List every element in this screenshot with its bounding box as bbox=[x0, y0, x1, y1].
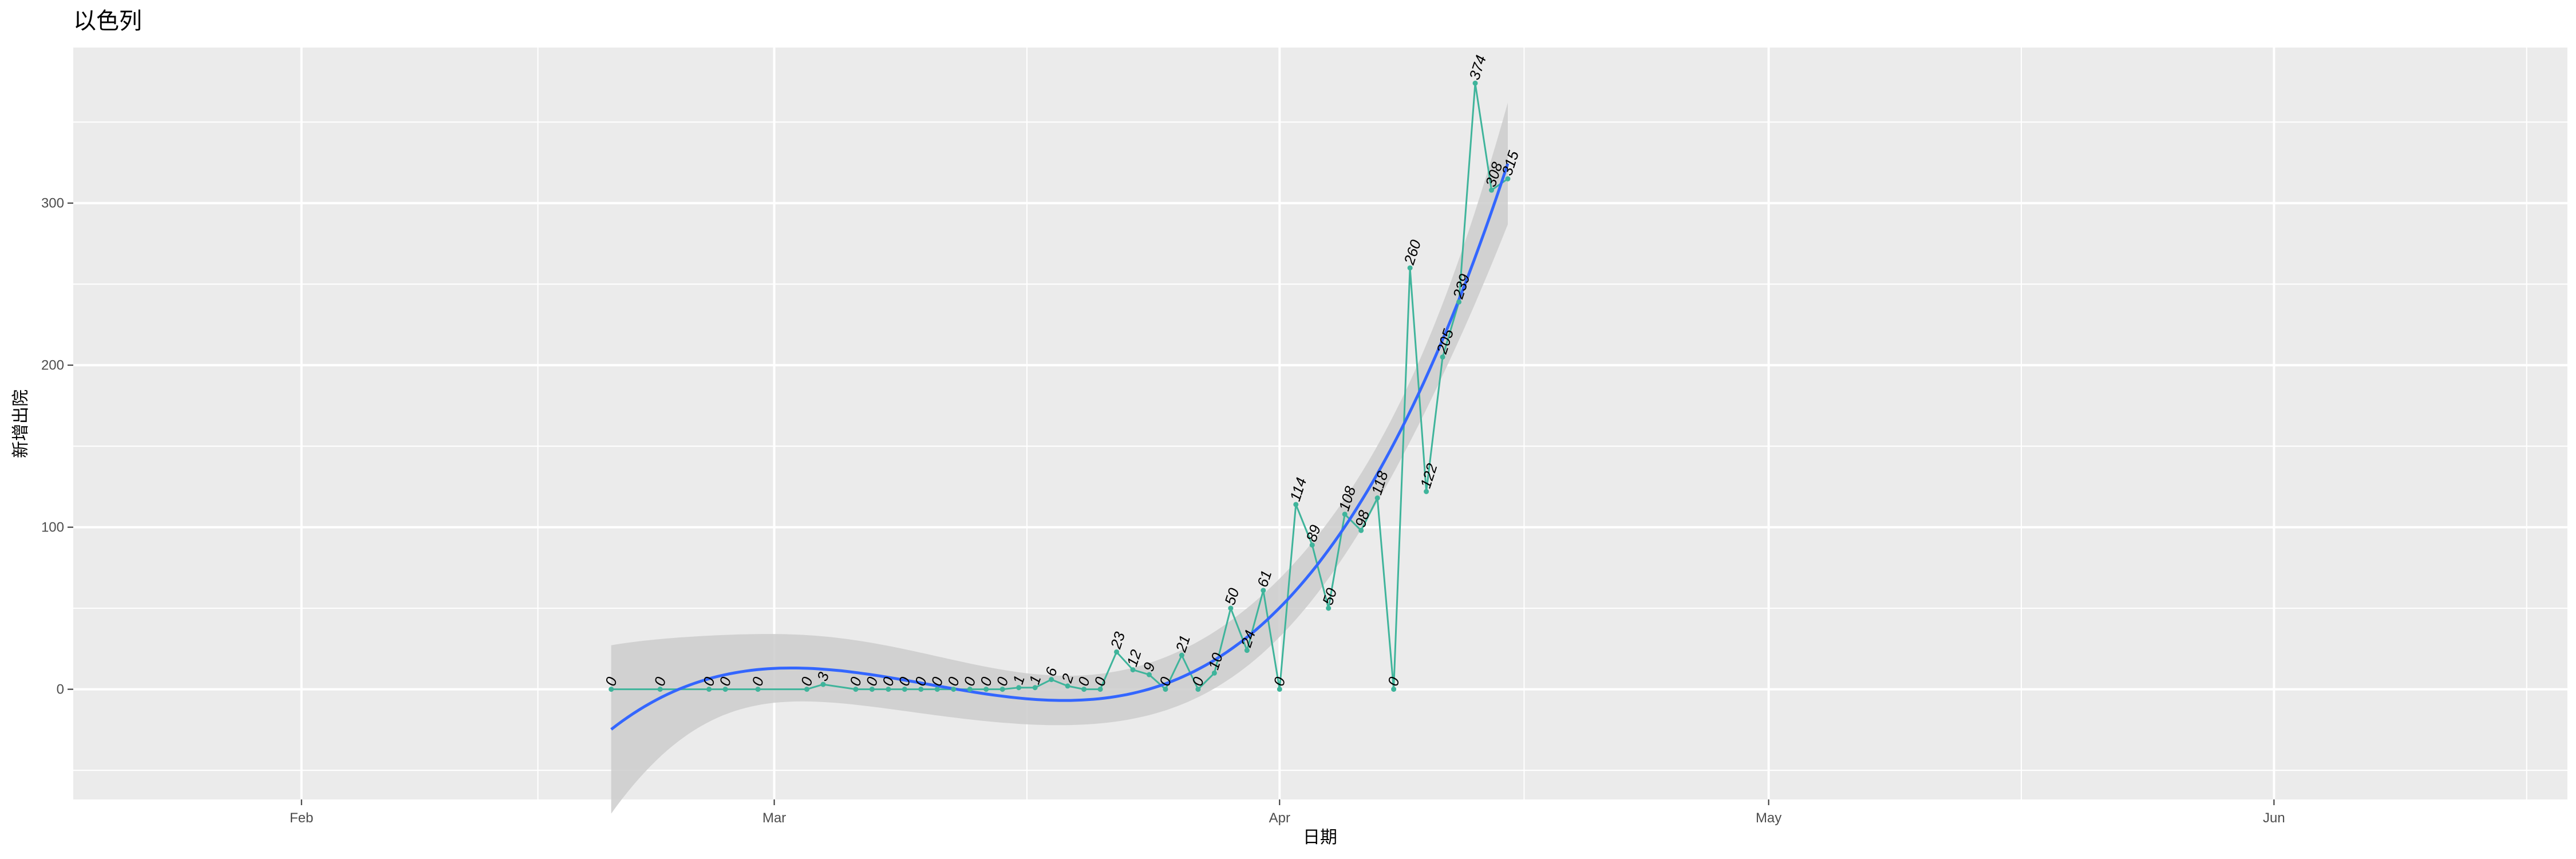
data-point bbox=[902, 687, 907, 692]
data-point bbox=[1163, 687, 1168, 692]
data-point bbox=[1097, 687, 1103, 692]
y-axis-title: 新增出院 bbox=[11, 389, 30, 458]
x-tick-label: May bbox=[1756, 810, 1781, 826]
data-point bbox=[999, 687, 1005, 692]
x-tick-label: Mar bbox=[762, 810, 786, 826]
data-point bbox=[1277, 687, 1282, 692]
data-point bbox=[1032, 685, 1038, 691]
data-point bbox=[1407, 265, 1413, 271]
data-point bbox=[1146, 672, 1152, 677]
data-point bbox=[853, 687, 859, 692]
plot-panel bbox=[73, 48, 2567, 799]
data-point bbox=[1342, 511, 1348, 517]
data-point bbox=[1114, 649, 1120, 655]
x-tick-label: Apr bbox=[1269, 810, 1290, 826]
data-point bbox=[820, 681, 826, 687]
x-tick-label: Feb bbox=[290, 810, 313, 826]
x-axis-title: 日期 bbox=[1303, 828, 1337, 847]
data-point bbox=[657, 687, 663, 692]
data-point bbox=[1081, 687, 1087, 692]
data-point bbox=[1424, 488, 1429, 494]
data-point bbox=[1065, 683, 1070, 689]
data-point bbox=[1309, 542, 1315, 548]
data-point bbox=[934, 687, 940, 692]
data-point bbox=[1049, 677, 1054, 683]
data-point bbox=[1489, 187, 1495, 193]
x-axis-ticks: Feb Mar Apr May Jun bbox=[290, 799, 2285, 826]
data-point bbox=[722, 687, 728, 692]
data-point bbox=[1472, 80, 1478, 86]
y-tick-label: 300 bbox=[41, 196, 64, 211]
data-point bbox=[967, 687, 973, 692]
x-tick-label: Jun bbox=[2263, 810, 2285, 826]
grid-lines bbox=[73, 48, 2567, 799]
data-point bbox=[706, 687, 712, 692]
data-point bbox=[918, 687, 924, 692]
data-point bbox=[951, 687, 957, 692]
data-point bbox=[1358, 527, 1364, 533]
data-point bbox=[983, 687, 989, 692]
data-point bbox=[1244, 648, 1250, 653]
series-layer bbox=[609, 80, 1511, 731]
data-point bbox=[1440, 354, 1445, 360]
y-axis-ticks: 0 100 200 300 bbox=[41, 196, 73, 698]
data-point bbox=[1293, 502, 1299, 507]
data-point bbox=[1130, 667, 1136, 673]
smooth-trend-line bbox=[610, 163, 1510, 731]
y-tick-label: 200 bbox=[41, 358, 64, 373]
chart-title: 以色列 bbox=[73, 9, 142, 34]
data-point bbox=[1228, 605, 1234, 611]
data-point bbox=[609, 687, 614, 692]
data-point bbox=[1374, 495, 1380, 501]
data-point bbox=[1211, 670, 1217, 676]
data-point bbox=[1261, 588, 1266, 593]
data-point bbox=[1456, 299, 1462, 305]
data-point bbox=[1326, 605, 1332, 611]
series-line bbox=[611, 83, 1508, 691]
data-point bbox=[1195, 687, 1201, 692]
y-tick-label: 0 bbox=[57, 682, 64, 698]
data-point bbox=[1505, 176, 1511, 182]
data-point bbox=[886, 687, 891, 692]
data-point bbox=[755, 687, 761, 692]
data-point bbox=[869, 687, 875, 692]
data-point bbox=[1016, 685, 1022, 691]
y-tick-label: 100 bbox=[41, 520, 64, 535]
data-point bbox=[1391, 687, 1397, 692]
data-point bbox=[1179, 652, 1184, 658]
data-point bbox=[804, 687, 809, 692]
